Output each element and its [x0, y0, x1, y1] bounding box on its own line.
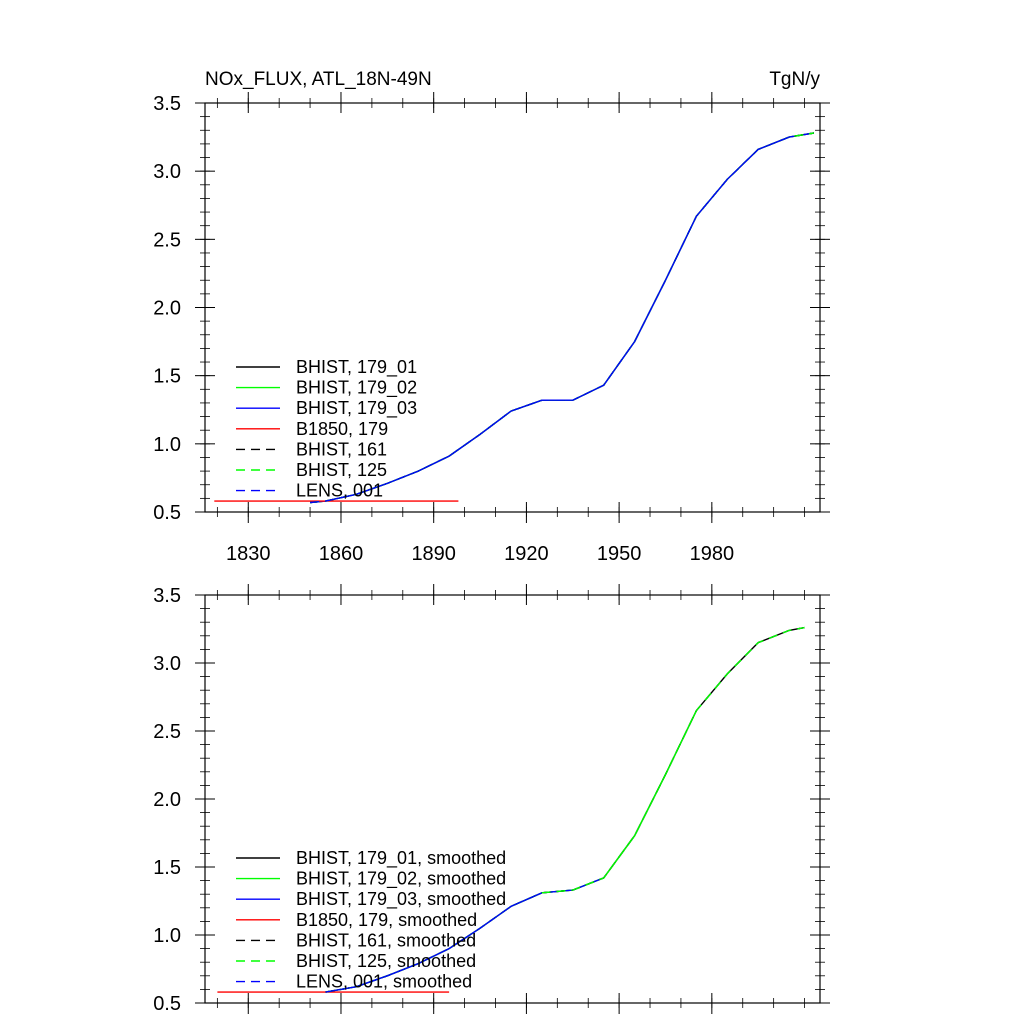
- y-tick-label: 0.5: [153, 993, 181, 1015]
- top-panel: 0.5 1.0 1.5 2.0 2.5 3.0 3.5 1830 1860 1890 1920 195…: [153, 69, 830, 565]
- x-tick-label: 1950: [597, 543, 642, 565]
- y-tick-label: 2.5: [153, 721, 181, 743]
- y-tick-label: 2.0: [153, 789, 181, 811]
- legend-label: BHIST, 179_02: [296, 378, 417, 399]
- chart-units: TgN/y: [769, 69, 820, 90]
- y-tick-label: 0.5: [153, 502, 181, 524]
- bottom-panel: 0.5 1.0 1.5 2.0 2.5 3.0 3.5 BHIST, 179_01, smoo…: [153, 584, 830, 1015]
- y-tick-label: 2.5: [153, 229, 181, 251]
- series-line-7: [310, 136, 790, 504]
- legend-label: BHIST, 161: [296, 439, 387, 459]
- x-tick-label: 1890: [411, 543, 456, 565]
- legend-label: BHIST, 179_02, smoothed: [296, 869, 506, 890]
- x-tick-label: 1860: [319, 543, 364, 565]
- x-tick-label: 1920: [504, 543, 549, 565]
- chart-title: NOx_FLUX, ATL_18N-49N: [205, 69, 432, 90]
- legend-label: BHIST, 179_03, smoothed: [296, 889, 506, 910]
- x-tick-label: 1980: [690, 543, 735, 565]
- y-tick-label: 1.0: [153, 925, 181, 947]
- series-line-6: [325, 626, 805, 993]
- legend-label: BHIST, 125, smoothed: [296, 951, 476, 971]
- legend-label: LENS, 001, smoothed: [296, 972, 472, 992]
- legend-label: BHIST, 179_01: [296, 357, 417, 378]
- legend-label: BHIST, 125: [296, 460, 387, 480]
- legend-label: LENS, 001: [296, 481, 383, 501]
- series-line-7: [325, 892, 543, 993]
- y-tick-label: 1.0: [153, 434, 181, 456]
- legend-label: B1850, 179, smoothed: [296, 910, 477, 930]
- y-tick-label: 2.0: [153, 298, 181, 320]
- legend-label: BHIST, 179_03: [296, 398, 417, 419]
- legend-label: BHIST, 161, smoothed: [296, 930, 476, 950]
- x-tick-label: 1830: [226, 543, 271, 565]
- legend-label: BHIST, 179_01, smoothed: [296, 848, 506, 869]
- y-tick-label: 1.5: [153, 857, 181, 879]
- y-tick-label: 3.5: [153, 93, 181, 115]
- y-tick-label: 3.0: [153, 161, 181, 183]
- y-tick-label: 3.0: [153, 653, 181, 675]
- legend-label: B1850, 179: [296, 419, 388, 439]
- y-tick-label: 3.5: [153, 585, 181, 607]
- y-tick-label: 1.5: [153, 366, 181, 388]
